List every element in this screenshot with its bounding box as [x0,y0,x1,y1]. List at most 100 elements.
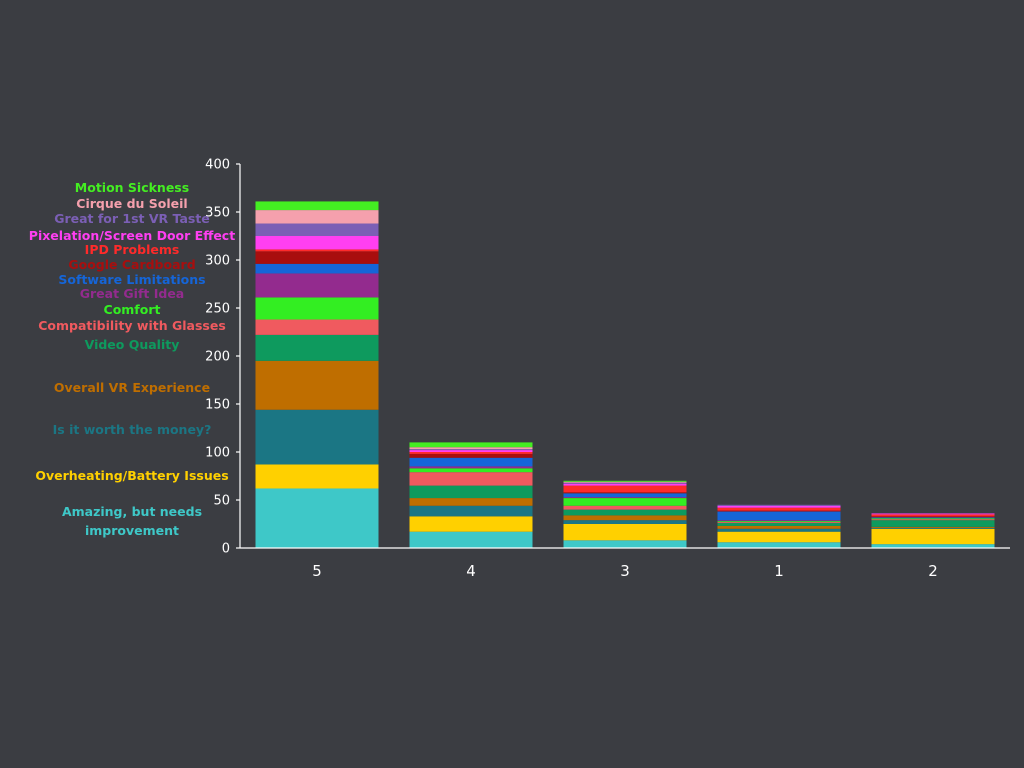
legend-label: Overall VR Experience [54,380,210,395]
bar-segment-1-12 [717,504,841,506]
y-tick-label: 250 [205,302,230,317]
bar-segment-3-5 [563,505,687,510]
bar-segment-4-5 [409,472,533,486]
bar-segment-3-8 [563,493,687,498]
legend: Amazing, but needs improvement Overheating… [29,180,235,538]
bar-segment-1-0 [717,542,841,548]
bar-segment-2-5 [871,519,995,521]
legend-label: Great for 1st VR Taste [54,211,210,226]
bar-segment-4-13 [409,447,533,450]
bar-segment-5-0 [255,488,379,548]
bar-segment-5-14 [255,201,379,211]
bar-segment-4-0 [409,531,533,548]
bar-segment-1-2 [717,528,841,532]
y-tick-label: 200 [205,350,230,365]
bar-segment-4-9 [409,453,533,458]
y-tick-label: 0 [222,542,230,557]
legend-label: Great Gift Idea [80,286,185,301]
bar-segment-4-10 [409,452,533,454]
bar-segment-5-7 [255,273,379,298]
bar-segment-1-6 [717,521,841,523]
bar-segment-1-4 [717,523,841,526]
bar-segment-3-1 [563,524,687,541]
bars-layer [255,201,995,548]
bar-segment-1-7 [717,520,841,522]
bar-segment-2-9 [871,516,995,518]
x-tick-label: 2 [928,562,938,580]
bar-segment-4-12 [409,449,533,451]
bar-segment-2-8 [871,517,995,519]
bar-segment-1-10 [717,507,841,511]
legend-label: Google Cardboard [68,257,195,272]
bar-segment-1-1 [717,531,841,543]
bar-segment-3-9 [563,492,687,494]
legend-label-multiline: Amazing, but needs improvement [62,504,202,538]
x-tick-label: 4 [466,562,476,580]
bar-segment-4-2 [409,505,533,517]
bar-segment-1-3 [717,525,841,529]
bar-segment-5-9 [255,251,379,264]
bar-segment-4-6 [409,468,533,473]
legend-label-line: improvement [85,523,179,538]
bar-segment-2-6 [871,518,995,520]
x-tick-label: 3 [620,562,630,580]
bar-segment-3-2 [563,520,687,524]
bar-segment-5-2 [255,409,379,465]
bar-segment-1-11 [717,505,841,508]
bar-segment-4-1 [409,516,533,532]
x-tick-label: 1 [774,562,784,580]
bar-segment-5-4 [255,334,379,361]
y-tick-label: 50 [213,494,230,509]
legend-label: Pixelation/Screen Door Effect [29,228,235,243]
bar-segment-1-9 [717,510,841,512]
bar-segment-3-11 [563,483,687,486]
bar-segment-5-13 [255,210,379,224]
legend-label: Comfort [104,302,161,317]
y-tick-label: 150 [205,398,230,413]
bar-segment-2-10 [871,514,995,517]
bar-segment-5-6 [255,297,379,320]
bar-segment-2-11 [871,513,995,515]
bar-segment-2-3 [871,526,995,528]
bar-segment-5-12 [255,223,379,236]
bar-segment-4-4 [409,485,533,499]
bar-segment-3-14 [563,480,687,482]
bar-segment-4-7 [409,466,533,469]
bar-segment-2-4 [871,520,995,527]
bar-segment-3-13 [563,481,687,483]
bar-segment-2-1 [871,528,995,545]
axes-layer: 5 4 3 1 2 0 50 100 150 200 250 300 350 400 [205,158,1010,580]
bar-segment-4-14 [409,442,533,448]
bar-segment-2-2 [871,527,995,529]
bar-segment-3-12 [563,482,687,484]
bar-segment-3-4 [563,509,687,516]
bar-segment-5-10 [255,249,379,252]
y-tick-label: 400 [205,158,230,173]
bar-segment-5-1 [255,464,379,489]
legend-label: IPD Problems [85,242,180,257]
bar-segment-5-5 [255,319,379,335]
legend-label: Motion Sickness [75,180,189,195]
bar-segment-2-0 [871,544,995,548]
legend-label: Video Quality [85,337,180,352]
bar-segment-3-7 [563,497,687,499]
bar-segment-3-0 [563,540,687,548]
bar-segment-5-8 [255,263,379,274]
bar-segment-4-8 [409,457,533,467]
legend-label: Software Limitations [58,272,205,287]
bar-segment-3-3 [563,515,687,521]
y-tick-label: 100 [205,446,230,461]
bar-segment-5-3 [255,360,379,410]
legend-label: Cirque du Soleil [76,196,187,211]
legend-label-line: Amazing, but needs [62,504,202,519]
bar-segment-5-11 [255,236,379,250]
bar-segment-1-5 [717,522,841,524]
legend-label: Compatibility with Glasses [38,318,226,333]
bar-segment-4-11 [409,450,533,452]
bar-segment-4-3 [409,498,533,506]
y-tick-label: 300 [205,254,230,269]
y-tick-label: 350 [205,206,230,221]
bar-segment-3-6 [563,498,687,506]
legend-label: Is it worth the money? [53,422,212,437]
